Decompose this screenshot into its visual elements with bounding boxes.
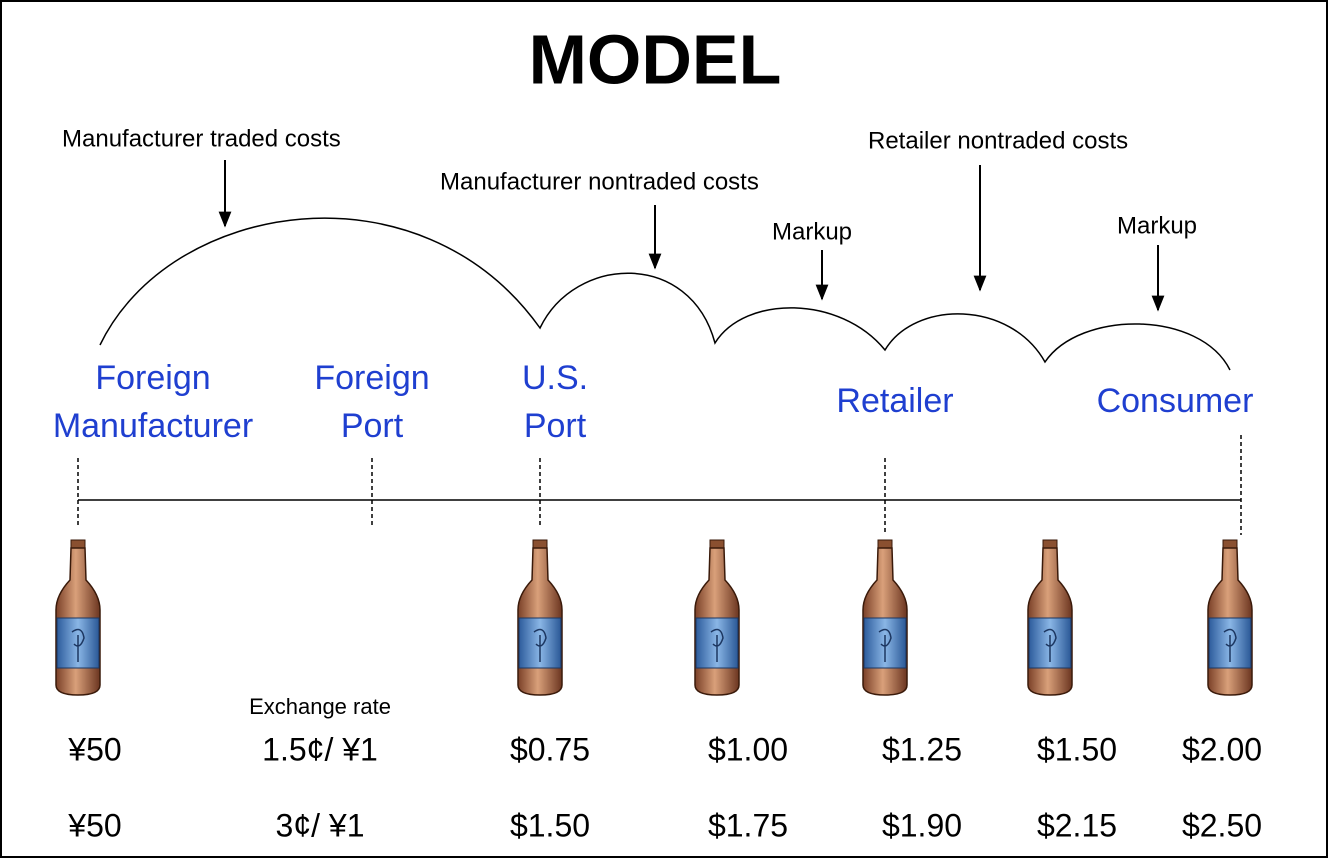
price: $2.15 bbox=[1037, 807, 1117, 843]
price: ¥50 bbox=[67, 731, 121, 767]
annotation: Markup bbox=[1117, 212, 1197, 239]
annotation: Retailer nontraded costs bbox=[868, 127, 1128, 154]
cost-arcs bbox=[99, 217, 1231, 371]
exchange-rate-label: Exchange rate bbox=[249, 694, 391, 719]
price: $1.75 bbox=[708, 807, 788, 843]
price: 1.5¢/ ¥1 bbox=[262, 731, 378, 767]
price: $2.00 bbox=[1182, 731, 1262, 767]
stage-label: Consumer bbox=[1097, 382, 1254, 420]
stage-label: Foreign bbox=[95, 359, 210, 397]
price-table: ¥50 1.5¢/ ¥1 $0.75 $1.00 $1.25 $1.50 $2.00 ¥50 3… bbox=[67, 731, 1262, 843]
price: $1.25 bbox=[882, 731, 962, 767]
price: $1.00 bbox=[708, 731, 788, 767]
stage-label: Manufacturer bbox=[53, 407, 253, 445]
stage-label: U.S. bbox=[522, 359, 588, 397]
stage-label: Retailer bbox=[836, 382, 953, 420]
annotation: Markup bbox=[772, 218, 852, 245]
price: ¥50 bbox=[67, 807, 121, 843]
price: $0.75 bbox=[510, 731, 590, 767]
arrows bbox=[218, 160, 1165, 312]
price: $2.50 bbox=[1182, 807, 1262, 843]
price: $1.50 bbox=[510, 807, 590, 843]
title: MODEL bbox=[529, 20, 782, 98]
stage-markers bbox=[77, 435, 1242, 535]
stage-label: Foreign bbox=[314, 359, 429, 397]
price: 3¢/ ¥1 bbox=[276, 807, 365, 843]
price: $1.50 bbox=[1037, 731, 1117, 767]
bottles bbox=[55, 539, 1253, 696]
stage-label: Port bbox=[524, 407, 587, 445]
price: $1.90 bbox=[882, 807, 962, 843]
annotation: Manufacturer nontraded costs bbox=[440, 168, 759, 195]
annotation: Manufacturer traded costs bbox=[62, 125, 341, 152]
stage-label: Port bbox=[341, 407, 404, 445]
